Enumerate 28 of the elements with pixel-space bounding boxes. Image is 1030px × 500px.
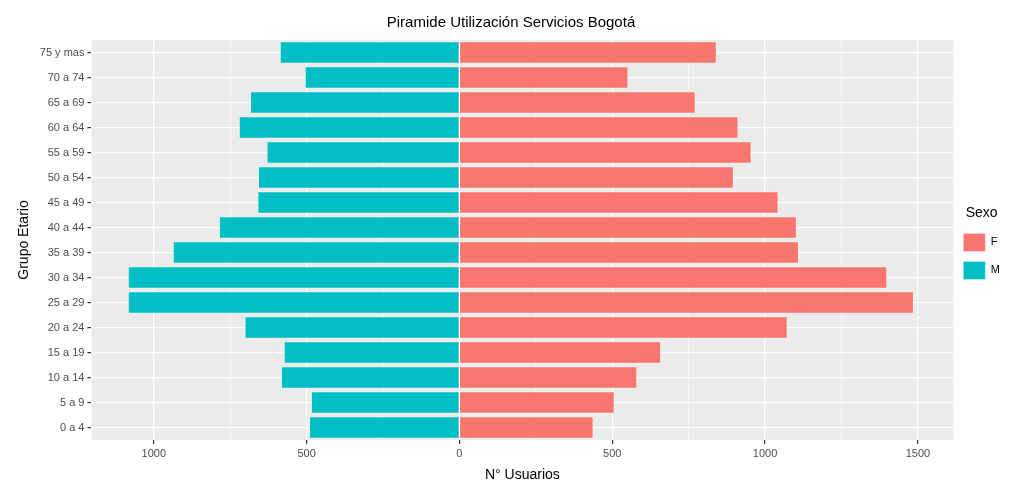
x-tick-label: 1000 [141,446,167,459]
x-axis-title: N° Usuarios [484,466,560,483]
y-tick-label: 65 a 69 [47,95,85,108]
y-tick-label: 35 a 39 [47,245,85,258]
legend-label: M [990,263,1001,276]
y-axis-title: Grupo Etario [15,200,32,280]
x-tick-label: 500 [603,446,622,459]
y-tick-label: 70 a 74 [47,70,85,83]
y-tick-label: 25 a 29 [47,295,85,308]
x-tick-label: 1500 [905,446,931,459]
y-tick-label: 10 a 14 [47,370,85,383]
y-tick-label: 0 a 4 [59,420,85,433]
x-tick-label: 1000 [752,446,778,459]
chart-title: Piramide Utilización Servicios Bogotá [386,13,636,31]
legend-title: Sexo [965,204,998,221]
y-tick-label: 45 a 49 [47,195,85,208]
y-tick-label: 55 a 59 [47,145,85,158]
y-tick-label: 60 a 64 [47,120,85,133]
x-tick-label: 0 [456,446,463,459]
y-tick-label: 75 y mas [39,45,85,58]
y-tick-label: 20 a 24 [47,320,85,333]
y-tick-label: 15 a 19 [47,345,85,358]
legend-label: F [990,235,998,248]
x-tick-label: 500 [297,446,316,459]
y-tick-label: 5 a 9 [59,395,85,408]
y-tick-label: 40 a 44 [47,220,85,233]
y-tick-label: 30 a 34 [47,270,85,283]
y-tick-label: 50 a 54 [47,170,85,183]
